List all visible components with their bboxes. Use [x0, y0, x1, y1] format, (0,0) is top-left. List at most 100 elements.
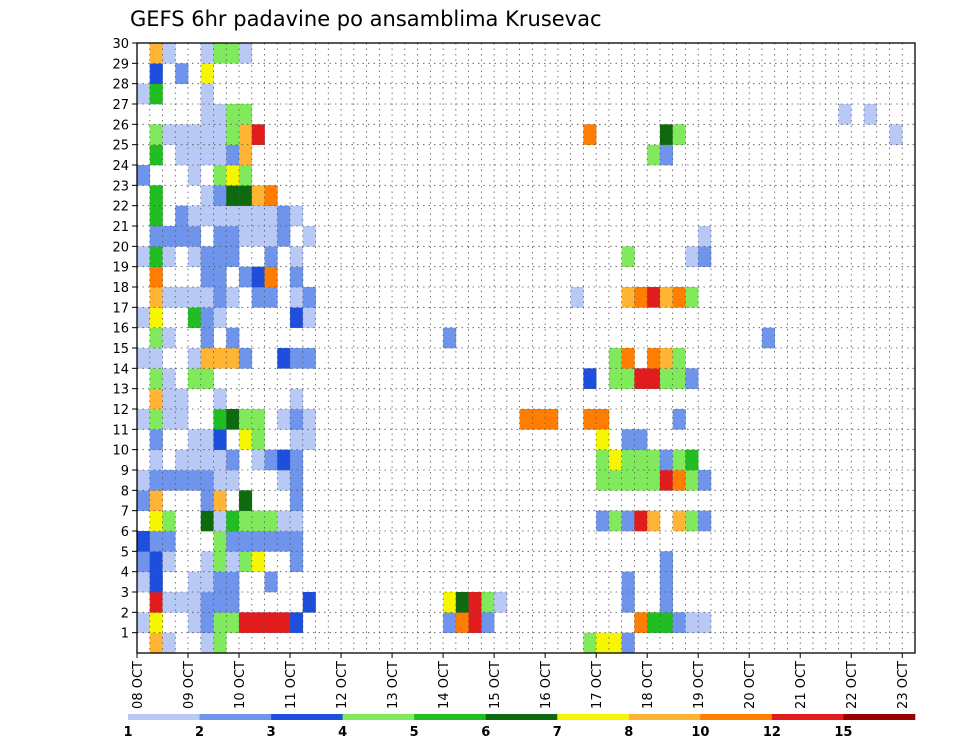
y-tick-label: 21 [112, 220, 129, 235]
colorbar-label: 8 [624, 725, 633, 740]
y-tick-label: 18 [112, 281, 129, 296]
heatmap-cell [213, 470, 227, 491]
heatmap-cell [621, 571, 635, 593]
heatmap-cells [137, 43, 903, 654]
heatmap-cell [290, 531, 304, 552]
heatmap-cell [200, 307, 214, 328]
heatmap-cell [175, 388, 189, 410]
heatmap-cell [149, 83, 163, 105]
heatmap-cell [277, 612, 291, 633]
heatmap-cell [698, 246, 712, 267]
colorbar-label: 1 [123, 725, 132, 740]
y-tick-label: 11 [112, 423, 129, 438]
heatmap-cell [137, 83, 151, 105]
colorbar-segment [128, 714, 200, 720]
heatmap-cell [468, 592, 482, 613]
heatmap-cell [188, 470, 202, 491]
heatmap-cell [162, 327, 176, 349]
heatmap-cell [290, 388, 304, 410]
heatmap-cell [596, 429, 610, 450]
heatmap-cell [149, 246, 163, 267]
heatmap-cell [532, 409, 546, 430]
y-tick-label: 14 [112, 362, 129, 377]
heatmap-cell [200, 490, 214, 511]
heatmap-cell [583, 124, 597, 145]
heatmap-cell [251, 531, 265, 552]
heatmap-cell [264, 185, 278, 206]
heatmap-cell [200, 571, 214, 593]
heatmap-cell [634, 612, 648, 633]
heatmap-cell [443, 327, 457, 349]
heatmap-cell [570, 287, 584, 308]
heatmap-cell [264, 571, 278, 593]
x-tick-label: 11 OCT [284, 661, 299, 709]
x-tick-label: 12 OCT [335, 661, 350, 709]
heatmap-cell [302, 287, 316, 308]
heatmap-cell [149, 63, 163, 84]
heatmap-cell [302, 592, 316, 613]
heatmap-cell [213, 287, 227, 308]
heatmap-cell [188, 592, 202, 613]
heatmap-cell [685, 612, 699, 633]
heatmap-cell [608, 368, 622, 389]
heatmap-cell [188, 571, 202, 593]
heatmap-cell [226, 592, 240, 613]
heatmap-cell [634, 368, 648, 389]
heatmap-cell [647, 449, 661, 471]
heatmap-cell [277, 531, 291, 552]
heatmap-cell [213, 205, 227, 227]
heatmap-cell [481, 592, 495, 613]
heatmap-cell [200, 348, 214, 369]
heatmap-cell [226, 104, 240, 125]
heatmap-cell [200, 449, 214, 471]
heatmap-cell [672, 612, 686, 633]
y-tick-label: 19 [112, 261, 129, 276]
heatmap-cell [226, 327, 240, 349]
heatmap-cell [251, 510, 265, 532]
heatmap-cell [213, 144, 227, 166]
y-tick-label: 27 [112, 98, 129, 113]
heatmap-cell [698, 470, 712, 491]
y-axis-ticks: 1234567891011121314151617181920212223242… [112, 37, 137, 642]
heatmap-cell [149, 348, 163, 369]
heatmap-cell [137, 409, 151, 430]
heatmap-cell [685, 246, 699, 267]
x-tick-label: 22 OCT [845, 661, 860, 709]
y-tick-label: 6 [121, 525, 129, 540]
heatmap-cell [213, 307, 227, 328]
heatmap-cell [213, 246, 227, 267]
heatmap-cell [188, 246, 202, 267]
heatmap-cell [659, 348, 673, 369]
heatmap-cell [239, 104, 253, 125]
heatmap-cell [239, 185, 253, 206]
heatmap-cell [226, 470, 240, 491]
y-tick-label: 3 [121, 586, 129, 601]
heatmap-cell [290, 490, 304, 511]
heatmap-cell [277, 348, 291, 369]
heatmap-cell [455, 592, 469, 613]
y-tick-label: 22 [112, 200, 129, 215]
heatmap-cell [455, 612, 469, 633]
heatmap-cell [213, 510, 227, 532]
colorbar-label: 10 [691, 725, 709, 740]
y-tick-label: 29 [112, 57, 129, 72]
heatmap-cell [137, 165, 151, 186]
heatmap-cell [200, 632, 214, 654]
heatmap-cell [239, 612, 253, 633]
colorbar-segment [199, 714, 272, 720]
heatmap-cell [239, 226, 253, 247]
heatmap-cell [200, 124, 214, 145]
heatmap-cell [213, 632, 227, 654]
heatmap-cell [175, 592, 189, 613]
heatmap-cell [290, 348, 304, 369]
heatmap-cell [188, 307, 202, 328]
heatmap-cell [685, 449, 699, 471]
heatmap-cell [290, 266, 304, 288]
heatmap-cell [213, 592, 227, 613]
heatmap-cell [162, 388, 176, 410]
heatmap-cell [621, 287, 635, 308]
heatmap-cell [443, 592, 457, 613]
heatmap-cell [481, 612, 495, 633]
heatmap-cell [149, 470, 163, 491]
heatmap-cell [188, 612, 202, 633]
